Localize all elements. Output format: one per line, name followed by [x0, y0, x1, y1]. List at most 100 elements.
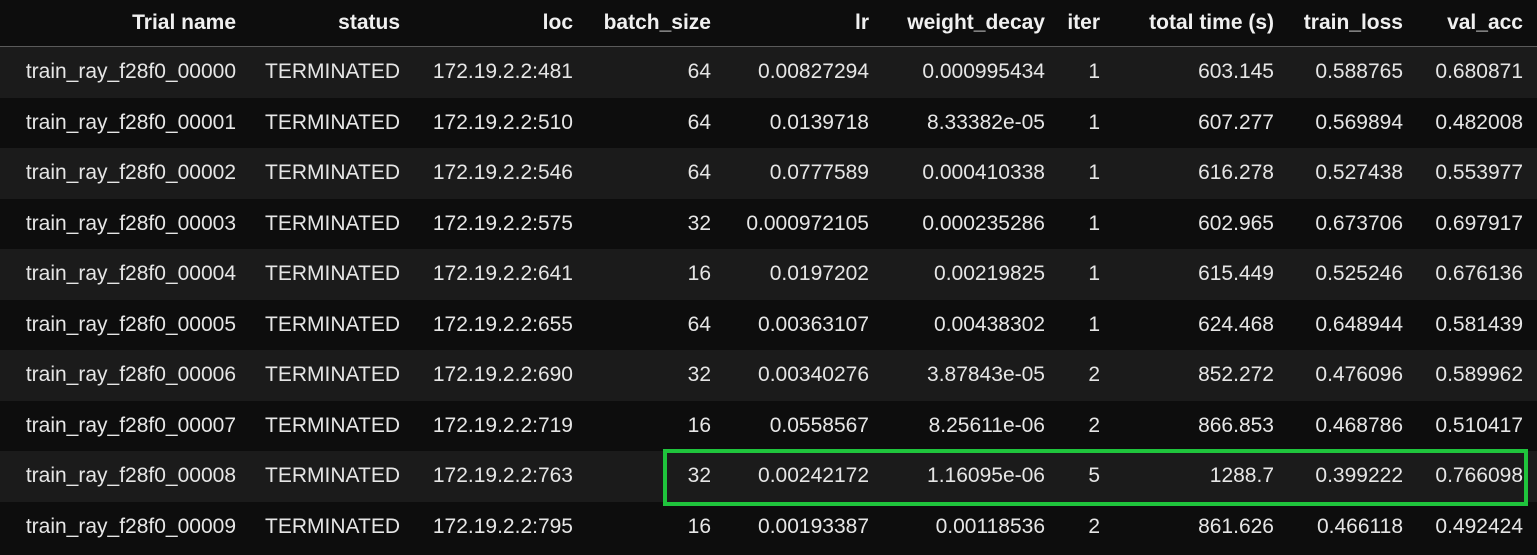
cell-status: TERMINATED [250, 400, 414, 451]
cell-loc: 172.19.2.2:481 [414, 46, 587, 98]
cell-status: TERMINATED [250, 299, 414, 350]
header-row: Trial name status loc batch_size lr weig… [0, 0, 1537, 47]
cell-total-time: 616.278 [1114, 148, 1288, 199]
table-row: train_ray_f28f0_00000 TERMINATED 172.19.… [0, 46, 1537, 98]
cell-total-time: 602.965 [1114, 198, 1288, 249]
cell-val-acc: 0.581439 [1417, 299, 1537, 350]
cell-batch-size: 32 [587, 198, 725, 249]
cell-iter: 2 [1059, 400, 1114, 451]
column-header-val-acc: val_acc [1417, 0, 1537, 47]
cell-val-acc: 0.482008 [1417, 97, 1537, 148]
cell-train-loss: 0.399222 [1288, 451, 1417, 502]
cell-trial-name: train_ray_f28f0_00001 [0, 97, 250, 148]
cell-train-loss: 0.673706 [1288, 198, 1417, 249]
cell-loc: 172.19.2.2:655 [414, 299, 587, 350]
cell-status: TERMINATED [250, 249, 414, 300]
cell-weight-decay: 0.000235286 [883, 198, 1059, 249]
cell-trial-name: train_ray_f28f0_00006 [0, 350, 250, 401]
table-row-highlighted: train_ray_f28f0_00008 TERMINATED 172.19.… [0, 451, 1537, 502]
table-body: train_ray_f28f0_00000 TERMINATED 172.19.… [0, 46, 1537, 552]
cell-weight-decay: 0.00118536 [883, 501, 1059, 552]
cell-trial-name: train_ray_f28f0_00002 [0, 148, 250, 199]
cell-total-time: 866.853 [1114, 400, 1288, 451]
cell-val-acc: 0.510417 [1417, 400, 1537, 451]
table-row: train_ray_f28f0_00002 TERMINATED 172.19.… [0, 148, 1537, 199]
cell-status: TERMINATED [250, 451, 414, 502]
cell-batch-size: 16 [587, 501, 725, 552]
cell-lr: 0.0558567 [725, 400, 883, 451]
cell-iter: 2 [1059, 501, 1114, 552]
table-row: train_ray_f28f0_00007 TERMINATED 172.19.… [0, 400, 1537, 451]
cell-train-loss: 0.588765 [1288, 46, 1417, 98]
cell-iter: 5 [1059, 451, 1114, 502]
cell-trial-name: train_ray_f28f0_00003 [0, 198, 250, 249]
cell-iter: 1 [1059, 198, 1114, 249]
cell-weight-decay: 8.33382e-05 [883, 97, 1059, 148]
table-row: train_ray_f28f0_00001 TERMINATED 172.19.… [0, 97, 1537, 148]
cell-val-acc: 0.553977 [1417, 148, 1537, 199]
cell-status: TERMINATED [250, 97, 414, 148]
column-header-iter: iter [1059, 0, 1114, 47]
cell-weight-decay: 0.00219825 [883, 249, 1059, 300]
cell-val-acc: 0.492424 [1417, 501, 1537, 552]
cell-train-loss: 0.525246 [1288, 249, 1417, 300]
cell-lr: 0.00340276 [725, 350, 883, 401]
cell-val-acc: 0.766098 [1417, 451, 1537, 502]
cell-train-loss: 0.648944 [1288, 299, 1417, 350]
cell-trial-name: train_ray_f28f0_00005 [0, 299, 250, 350]
cell-loc: 172.19.2.2:763 [414, 451, 587, 502]
cell-total-time: 607.277 [1114, 97, 1288, 148]
table-row: train_ray_f28f0_00005 TERMINATED 172.19.… [0, 299, 1537, 350]
cell-total-time: 861.626 [1114, 501, 1288, 552]
cell-weight-decay: 8.25611e-06 [883, 400, 1059, 451]
cell-total-time: 852.272 [1114, 350, 1288, 401]
cell-val-acc: 0.697917 [1417, 198, 1537, 249]
cell-weight-decay: 0.00438302 [883, 299, 1059, 350]
cell-trial-name: train_ray_f28f0_00008 [0, 451, 250, 502]
column-header-weight-decay: weight_decay [883, 0, 1059, 47]
cell-lr: 0.00242172 [725, 451, 883, 502]
cell-val-acc: 0.676136 [1417, 249, 1537, 300]
cell-train-loss: 0.476096 [1288, 350, 1417, 401]
cell-loc: 172.19.2.2:575 [414, 198, 587, 249]
cell-lr: 0.00827294 [725, 46, 883, 98]
column-header-lr: lr [725, 0, 883, 47]
cell-batch-size: 64 [587, 46, 725, 98]
cell-trial-name: train_ray_f28f0_00007 [0, 400, 250, 451]
cell-lr: 0.00193387 [725, 501, 883, 552]
cell-val-acc: 0.589962 [1417, 350, 1537, 401]
cell-batch-size: 32 [587, 350, 725, 401]
cell-val-acc: 0.680871 [1417, 46, 1537, 98]
cell-total-time: 603.145 [1114, 46, 1288, 98]
cell-status: TERMINATED [250, 46, 414, 98]
column-header-total-time: total time (s) [1114, 0, 1288, 47]
cell-trial-name: train_ray_f28f0_00009 [0, 501, 250, 552]
cell-train-loss: 0.468786 [1288, 400, 1417, 451]
cell-weight-decay: 1.16095e-06 [883, 451, 1059, 502]
table-row: train_ray_f28f0_00003 TERMINATED 172.19.… [0, 198, 1537, 249]
table-row: train_ray_f28f0_00009 TERMINATED 172.19.… [0, 501, 1537, 552]
cell-loc: 172.19.2.2:641 [414, 249, 587, 300]
cell-train-loss: 0.569894 [1288, 97, 1417, 148]
column-header-trial-name: Trial name [0, 0, 250, 47]
column-header-train-loss: train_loss [1288, 0, 1417, 47]
cell-lr: 0.00363107 [725, 299, 883, 350]
cell-weight-decay: 0.000410338 [883, 148, 1059, 199]
cell-batch-size: 32 [587, 451, 725, 502]
cell-status: TERMINATED [250, 148, 414, 199]
cell-train-loss: 0.527438 [1288, 148, 1417, 199]
cell-lr: 0.000972105 [725, 198, 883, 249]
cell-batch-size: 64 [587, 97, 725, 148]
cell-loc: 172.19.2.2:719 [414, 400, 587, 451]
column-header-status: status [250, 0, 414, 47]
cell-iter: 1 [1059, 46, 1114, 98]
cell-weight-decay: 0.000995434 [883, 46, 1059, 98]
cell-batch-size: 16 [587, 249, 725, 300]
column-header-batch-size: batch_size [587, 0, 725, 47]
cell-loc: 172.19.2.2:795 [414, 501, 587, 552]
cell-total-time: 624.468 [1114, 299, 1288, 350]
table-header: Trial name status loc batch_size lr weig… [0, 0, 1537, 47]
cell-lr: 0.0777589 [725, 148, 883, 199]
cell-total-time: 615.449 [1114, 249, 1288, 300]
